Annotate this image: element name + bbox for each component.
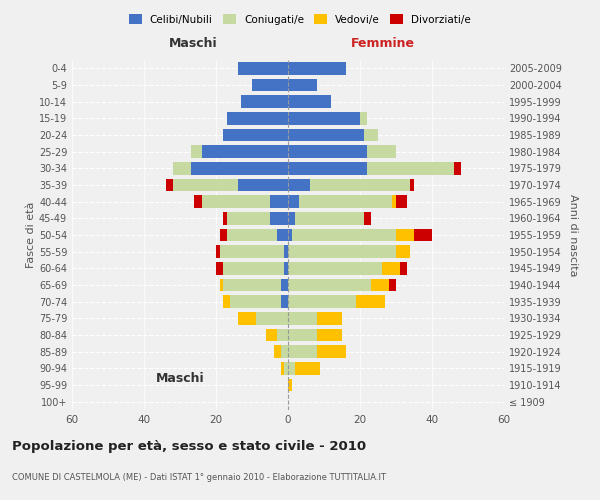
Bar (295, 362, 320, 374)
Bar (223, 279, 281, 291)
Bar (216, 262, 223, 274)
Bar (241, 96, 288, 108)
Bar (367, 146, 396, 158)
Bar (295, 212, 364, 224)
Y-axis label: Fasce di età: Fasce di età (26, 202, 36, 268)
Bar (382, 262, 400, 274)
Bar (252, 79, 288, 92)
Bar (288, 296, 356, 308)
Bar (284, 246, 288, 258)
Bar (270, 196, 288, 208)
Bar (288, 229, 292, 241)
Bar (194, 196, 202, 208)
Bar (288, 212, 295, 224)
Bar (202, 146, 288, 158)
Bar (364, 129, 378, 141)
Bar (317, 346, 346, 358)
Bar (227, 212, 270, 224)
Bar (223, 212, 227, 224)
Bar (288, 262, 382, 274)
Bar (191, 162, 288, 174)
Bar (166, 179, 173, 192)
Bar (317, 329, 342, 341)
Text: Femmine: Femmine (351, 36, 415, 50)
Bar (288, 179, 310, 192)
Bar (256, 312, 288, 324)
Bar (173, 179, 238, 192)
Bar (288, 279, 371, 291)
Bar (371, 279, 389, 291)
Text: Maschi: Maschi (169, 36, 217, 50)
Bar (227, 112, 288, 124)
Bar (360, 112, 367, 124)
Bar (223, 296, 230, 308)
Bar (173, 162, 191, 174)
Bar (191, 146, 202, 158)
Bar (288, 196, 299, 208)
Bar (223, 262, 284, 274)
Bar (364, 212, 371, 224)
Bar (392, 196, 396, 208)
Bar (292, 229, 396, 241)
Bar (281, 346, 288, 358)
Bar (288, 62, 346, 74)
Bar (288, 379, 292, 391)
Text: COMUNE DI CASTELMOLA (ME) - Dati ISTAT 1° gennaio 2010 - Elaborazione TUTTITALIA: COMUNE DI CASTELMOLA (ME) - Dati ISTAT 1… (12, 473, 386, 482)
Bar (317, 312, 342, 324)
Bar (288, 96, 331, 108)
Bar (396, 246, 410, 258)
Bar (400, 262, 407, 274)
Bar (223, 129, 288, 141)
Bar (288, 312, 317, 324)
Bar (367, 162, 454, 174)
Bar (299, 196, 392, 208)
Bar (396, 196, 407, 208)
Bar (288, 362, 295, 374)
Text: Popolazione per età, sesso e stato civile - 2010: Popolazione per età, sesso e stato civil… (12, 440, 366, 453)
Bar (396, 229, 414, 241)
Bar (238, 62, 288, 74)
Bar (220, 229, 227, 241)
Bar (288, 112, 360, 124)
Text: Maschi: Maschi (155, 372, 205, 384)
Bar (230, 296, 281, 308)
Legend: Celibi/Nubili, Coniugati/e, Vedovi/e, Divorziati/e: Celibi/Nubili, Coniugati/e, Vedovi/e, Di… (125, 10, 475, 29)
Y-axis label: Anni di nascita: Anni di nascita (568, 194, 578, 276)
Bar (266, 329, 277, 341)
Bar (277, 329, 288, 341)
Bar (389, 279, 396, 291)
Bar (288, 246, 396, 258)
Bar (270, 212, 288, 224)
Bar (238, 179, 288, 192)
Bar (281, 279, 288, 291)
Bar (274, 346, 281, 358)
Bar (288, 346, 317, 358)
Bar (216, 246, 220, 258)
Bar (288, 146, 367, 158)
Bar (220, 246, 284, 258)
Bar (277, 229, 288, 241)
Bar (220, 279, 223, 291)
Bar (288, 129, 364, 141)
Bar (410, 179, 414, 192)
Bar (288, 162, 367, 174)
Bar (310, 179, 410, 192)
Bar (281, 362, 284, 374)
Bar (414, 229, 432, 241)
Bar (202, 196, 270, 208)
Bar (288, 329, 317, 341)
Bar (227, 229, 277, 241)
Bar (238, 312, 256, 324)
Bar (356, 296, 385, 308)
Bar (281, 296, 288, 308)
Bar (284, 262, 288, 274)
Bar (454, 162, 461, 174)
Bar (284, 362, 288, 374)
Bar (288, 79, 317, 92)
